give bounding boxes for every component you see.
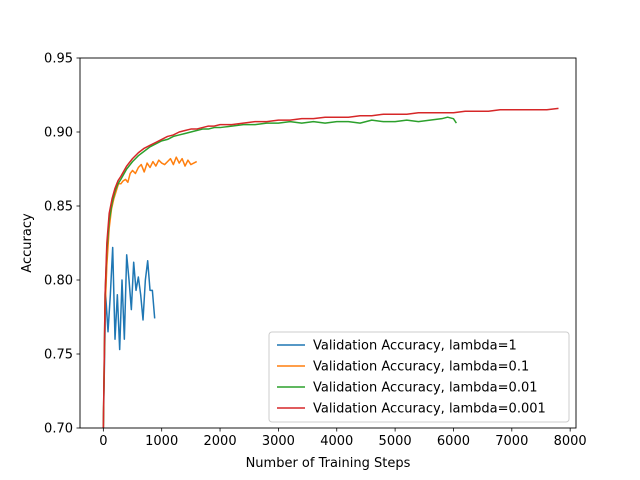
series-line-2 [102,156,198,428]
x-axis-label: Number of Training Steps [246,456,411,471]
x-tick-label: 8000 [554,434,587,449]
y-axis-ticks: 0.70 0.75 0.80 0.85 0.90 0.95 [44,52,80,437]
x-tick-label: 1000 [145,434,178,449]
series-line-4 [102,107,559,428]
x-tick-label: 5000 [379,434,412,449]
y-tick-label: 0.85 [44,200,73,215]
y-tick-label: 0.95 [44,52,73,67]
legend-box [268,331,570,423]
plot-lines [102,107,559,428]
x-tick-label: 6000 [437,434,470,449]
y-tick-label: 0.90 [44,126,73,141]
x-tick-label: 2000 [204,434,237,449]
y-tick-label: 0.75 [44,348,73,363]
x-tick-label: 7000 [495,434,528,449]
legend-label-1: Validation Accuracy, lambda=1 [313,339,517,354]
series-line-1 [102,246,156,428]
y-axis-label: Accuracy [20,213,35,273]
legend-label-4: Validation Accuracy, lambda=0.001 [313,402,546,417]
x-tick-label: 3000 [262,434,295,449]
x-axis-ticks: 0 1000 2000 3000 4000 5000 6000 7000 8000 [99,428,587,449]
x-tick-label: 0 [99,434,107,449]
series-line-3 [102,116,458,428]
plot-frame [79,57,577,429]
legend-label-2: Validation Accuracy, lambda=0.1 [313,360,529,375]
x-tick-label: 4000 [320,434,353,449]
legend-label-3: Validation Accuracy, lambda=0.01 [313,381,538,396]
y-tick-label: 0.70 [44,422,73,437]
legend: Validation Accuracy, lambda=1 Validation … [268,331,570,423]
y-tick-label: 0.80 [44,274,73,289]
